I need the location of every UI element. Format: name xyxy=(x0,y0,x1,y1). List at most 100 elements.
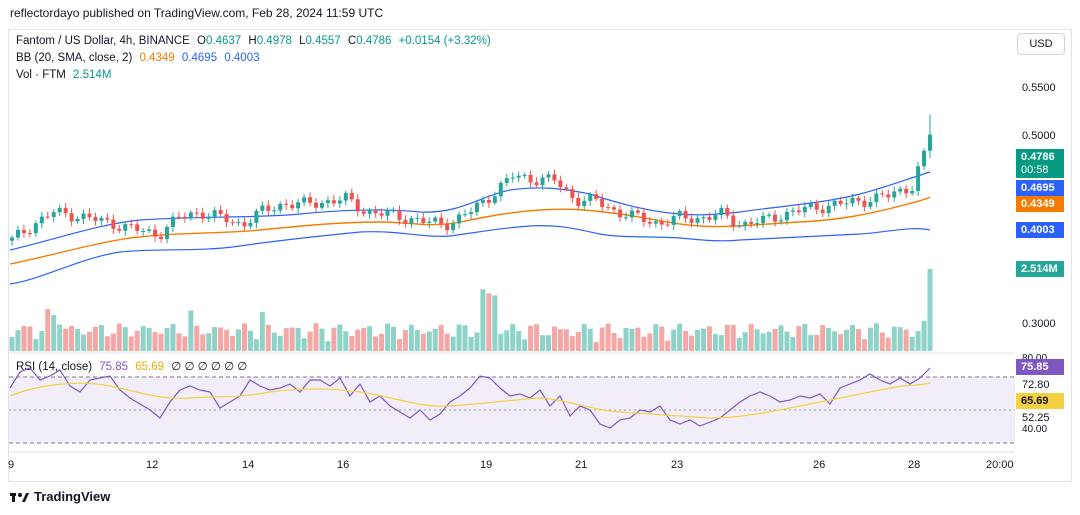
bb-upper-value: 0.4695 xyxy=(181,52,218,64)
candle-body xyxy=(641,212,646,222)
candle-body xyxy=(27,232,32,234)
candle-body xyxy=(850,197,855,204)
rsi-tick-3: 40.00 xyxy=(1022,424,1048,435)
currency-button[interactable]: USD xyxy=(1017,33,1065,55)
candle-body xyxy=(81,213,86,219)
tradingview-logo[interactable]: TradingView xyxy=(10,489,110,504)
candle-body xyxy=(480,199,485,203)
volume-bar xyxy=(885,337,891,351)
price-tick-1: 0.5000 xyxy=(1022,130,1056,142)
volume-bar xyxy=(86,331,92,351)
bb-legend[interactable]: BB (20, SMA, close, 2) 0.4349 0.4695 0.4… xyxy=(16,52,264,64)
volume-bar xyxy=(605,323,611,351)
volume-bar xyxy=(498,333,504,351)
volume-bar xyxy=(51,314,57,351)
bb-label: BB (20, SMA, close, 2) xyxy=(16,52,133,64)
rsi-tick-2: 52.25 xyxy=(1022,412,1050,424)
volume-bar xyxy=(343,331,349,351)
candle-body xyxy=(796,210,801,213)
volume-bar xyxy=(653,324,659,351)
volume-bar xyxy=(69,325,75,351)
volume-bar xyxy=(927,269,933,351)
candle-body xyxy=(33,223,38,234)
volume-bar xyxy=(15,330,21,351)
candle-body xyxy=(904,188,909,194)
publisher-line: reflectordayo published on TradingView.c… xyxy=(10,6,384,20)
candle-body xyxy=(188,212,193,218)
volume-bar xyxy=(116,323,122,351)
volume-bar xyxy=(289,327,295,351)
volume-bar xyxy=(629,328,635,351)
volume-bar xyxy=(373,336,379,351)
low-label: L xyxy=(299,35,306,47)
symbol-legend[interactable]: Fantom / US Dollar, 4h, BINANCE O0.4637 … xyxy=(16,35,495,47)
volume-bar xyxy=(879,332,885,351)
volume-bar xyxy=(45,309,51,351)
candle-body xyxy=(170,216,175,227)
candle-body xyxy=(15,229,20,238)
candle-body xyxy=(707,217,712,220)
volume-bar xyxy=(611,333,617,351)
volume-legend[interactable]: Vol · FTM 2.514M xyxy=(16,69,115,81)
volume-bar xyxy=(271,332,277,351)
rsi-legend[interactable]: RSI (14, close) 75.85 65.69 ∅ ∅ ∅ ∅ ∅ ∅ xyxy=(16,359,251,373)
candle-body xyxy=(922,150,927,167)
volume-bar xyxy=(164,327,170,351)
candlestick-series xyxy=(10,114,932,246)
volume-bar xyxy=(754,329,760,351)
candle-body xyxy=(325,200,330,204)
rsi-label: RSI (14, close) xyxy=(16,361,93,373)
candle-body xyxy=(916,166,921,191)
volume-bar xyxy=(319,328,325,351)
volume-bar xyxy=(903,329,909,351)
volume-bar xyxy=(301,338,307,351)
volume-bar xyxy=(528,325,534,351)
candle-body xyxy=(874,193,879,203)
candle-body xyxy=(618,209,623,218)
volume-bar xyxy=(170,324,176,351)
volume-bar xyxy=(247,330,253,351)
candle-body xyxy=(552,174,557,181)
candle-body xyxy=(534,182,539,186)
volume-bar xyxy=(492,295,498,351)
volume-bar xyxy=(802,323,808,351)
time-tick-3: 16 xyxy=(337,459,350,471)
bb-lower-tag: 0.4003 xyxy=(1016,222,1064,238)
open-label: O xyxy=(197,35,206,47)
candle-body xyxy=(629,210,634,218)
volume-bar xyxy=(128,336,134,351)
volume-bar xyxy=(456,324,462,351)
volume-label: Vol · FTM xyxy=(16,69,66,81)
candle-body xyxy=(469,212,473,215)
candle-body xyxy=(522,174,527,176)
candle-body xyxy=(421,217,426,223)
volume-bar xyxy=(915,331,921,351)
volume-bar xyxy=(504,330,510,351)
volume-bar xyxy=(337,324,343,351)
candle-body xyxy=(576,197,581,206)
volume-bar xyxy=(283,328,289,351)
volume-bar xyxy=(110,333,116,351)
candle-body xyxy=(451,223,456,231)
close-value: 0.4786 xyxy=(356,35,392,47)
volume-bar xyxy=(325,341,331,351)
volume-bar xyxy=(873,323,879,351)
volume-bar xyxy=(659,326,665,351)
volume-bar xyxy=(408,324,414,351)
candle-body xyxy=(63,207,68,214)
volume-bar xyxy=(396,339,402,351)
volume-bar xyxy=(635,327,641,351)
volume-bar xyxy=(122,327,128,351)
volume-bar xyxy=(224,329,230,351)
candle-body xyxy=(379,213,384,216)
candle-body xyxy=(719,207,724,216)
volume-bar xyxy=(540,335,546,351)
candle-body xyxy=(713,215,718,220)
candle-body xyxy=(802,207,807,213)
volume-bar xyxy=(444,333,450,351)
volume-bar xyxy=(784,331,790,351)
volume-bar xyxy=(194,325,200,351)
volume-bar xyxy=(57,324,63,351)
volume-bar xyxy=(909,336,915,351)
